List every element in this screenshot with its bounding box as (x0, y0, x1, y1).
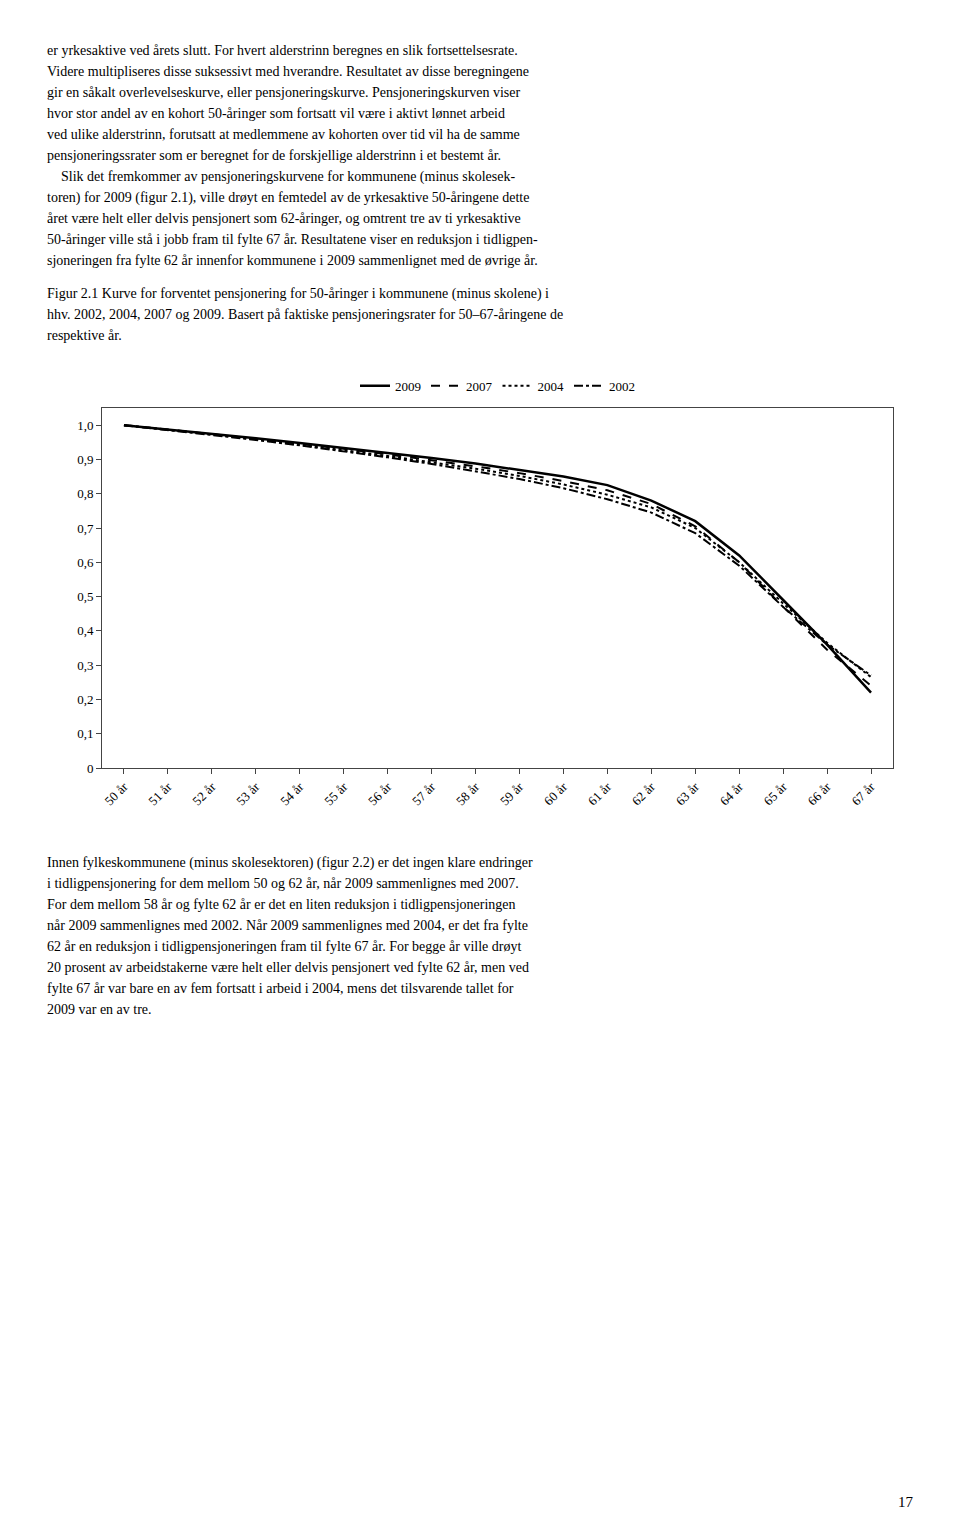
svg-text:0,6: 0,6 (77, 555, 94, 570)
html-text:Videre multipliseres disse suk: Videre multipliseres disse suksessivt me… (47, 64, 529, 79)
svg-text:0,3: 0,3 (77, 658, 93, 673)
html-text:pensjoneringssrater som er ber: pensjoneringssrater som er beregnet for … (47, 148, 502, 163)
html-text:hhv. 2002, 2004, 2007 og 2009.: hhv. 2002, 2004, 2007 og 2009. Basert på… (47, 307, 564, 322)
html-text:respektive år.: respektive år. (47, 328, 122, 343)
svg-text:0,7: 0,7 (77, 521, 94, 536)
html-text:toren) for 2009 (figur 2.1), v: toren) for 2009 (figur 2.1), ville drøyt… (47, 190, 530, 205)
svg-text:59 år: 59 år (497, 779, 527, 809)
svg-text:66 år: 66 år (805, 779, 835, 809)
svg-text:57 år: 57 år (409, 779, 439, 809)
svg-text:62 år: 62 år (629, 779, 659, 809)
html-text:For dem mellom 58 år og fylte: For dem mellom 58 år og fylte 62 år er d… (47, 897, 516, 912)
svg-text:65 år: 65 år (761, 779, 791, 809)
html-text:sjoneringen fra fylte 62 år in: sjoneringen fra fylte 62 år innenfor kom… (47, 253, 538, 268)
html-text:17: 17 (898, 1494, 913, 1510)
svg-text:61 år: 61 år (585, 779, 615, 809)
html-text:Innen fylkeskommunene (minus s: Innen fylkeskommunene (minus skolesektor… (47, 855, 533, 870)
svg-text:56 år: 56 år (365, 779, 395, 809)
html-text:er yrkesaktive ved årets slutt: er yrkesaktive ved årets slutt. For hver… (47, 43, 518, 58)
svg-text:2009: 2009 (395, 379, 421, 394)
svg-text:64 år: 64 år (717, 779, 747, 809)
svg-text:1,0: 1,0 (77, 418, 93, 433)
svg-text:60 år: 60 år (541, 779, 571, 809)
svg-text:2007: 2007 (466, 379, 493, 394)
svg-text:51 år: 51 år (145, 779, 175, 809)
html-text:Slik det fremkommer av pensjon: Slik det fremkommer av pensjoneringskurv… (47, 169, 516, 184)
svg-text:0,8: 0,8 (77, 486, 93, 501)
svg-text:0,1: 0,1 (77, 726, 93, 741)
svg-text:63 år: 63 år (673, 779, 703, 809)
svg-text:0,4: 0,4 (77, 623, 94, 638)
html-text:gir en såkalt overlevelseskurv: gir en såkalt overlevelseskurve, eller p… (47, 85, 521, 100)
svg-text:67 år: 67 år (849, 779, 879, 809)
html-text:ved ulike alderstrinn, forutsa: ved ulike alderstrinn, forutsatt at medl… (47, 127, 520, 142)
html-text:2009 var en av tre.: 2009 var en av tre. (47, 1002, 152, 1017)
svg-text:0,5: 0,5 (77, 589, 93, 604)
svg-text:52 år: 52 år (189, 779, 219, 809)
svg-text:54 år: 54 år (277, 779, 307, 809)
svg-text:0,9: 0,9 (77, 452, 93, 467)
svg-text:0: 0 (87, 761, 94, 776)
svg-text:2002: 2002 (609, 379, 635, 394)
html-text:50-åringer ville stå i jobb fr: 50-åringer ville stå i jobb fram til fyl… (47, 232, 538, 247)
html-text:hvor stor andel av en kohort 5: hvor stor andel av en kohort 50-åringer … (47, 106, 505, 121)
html-text:når 2009 sammenlignes med 2002: når 2009 sammenlignes med 2002. Når 2009… (47, 918, 528, 933)
html-text:62 år en reduksjon i tidligpen: 62 år en reduksjon i tidligpensjoneringe… (47, 939, 522, 954)
svg-text:0,2: 0,2 (77, 692, 93, 707)
html-text:Figur 2.1 Kurve for forventet: Figur 2.1 Kurve for forventet pensjoneri… (47, 286, 549, 301)
html-text:i tidligpensjonering for dem m: i tidligpensjonering for dem mellom 50 o… (47, 876, 519, 891)
html-text:fylte 67 år var bare en av fem: fylte 67 år var bare en av fem fortsatt … (47, 981, 514, 996)
svg-text:2004: 2004 (538, 379, 565, 394)
svg-text:58 år: 58 år (453, 779, 483, 809)
html-text:året være helt eller delvis pe: året være helt eller delvis pensjonert s… (47, 211, 521, 226)
svg-text:50 år: 50 år (101, 779, 131, 809)
svg-text:53 år: 53 år (233, 779, 263, 809)
html-text:20 prosent av arbeidstakerne v: 20 prosent av arbeidstakerne være helt e… (47, 960, 529, 975)
svg-text:55 år: 55 år (321, 779, 351, 809)
